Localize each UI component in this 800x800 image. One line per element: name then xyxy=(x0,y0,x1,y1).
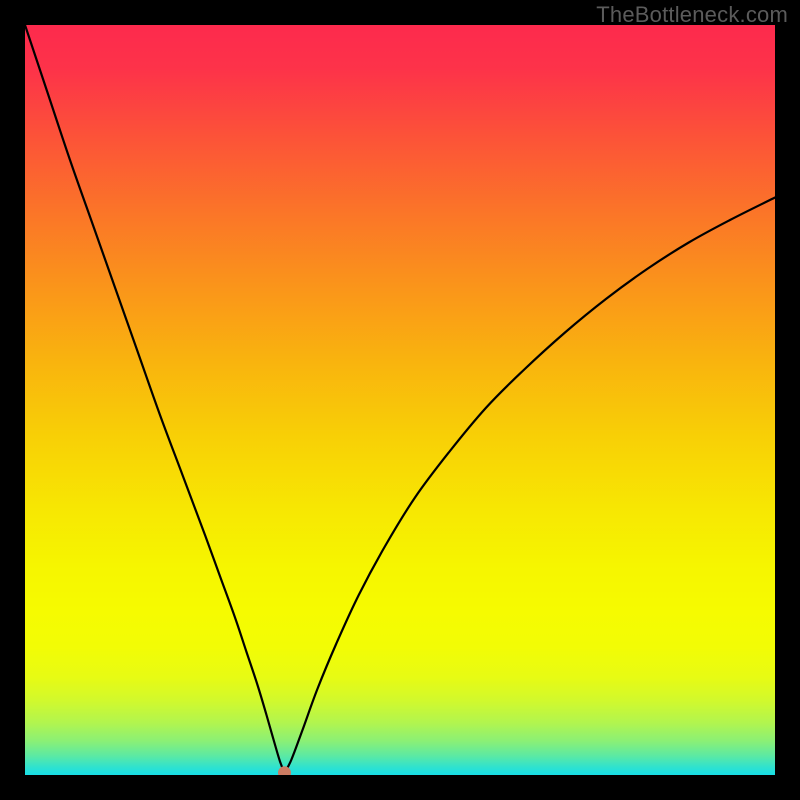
chart-container: TheBottleneck.com xyxy=(0,0,800,800)
chart-background xyxy=(25,25,775,775)
watermark-text: TheBottleneck.com xyxy=(596,2,788,28)
bottleneck-chart xyxy=(0,0,800,800)
